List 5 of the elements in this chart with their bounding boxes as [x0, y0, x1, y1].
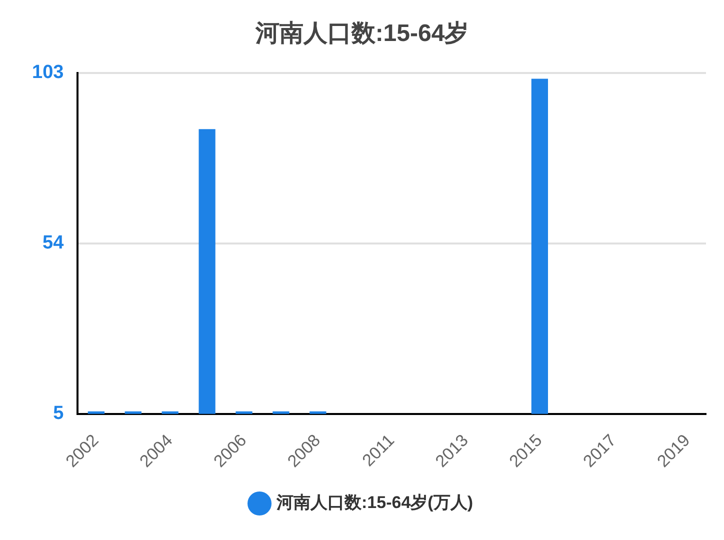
y-tick-label: 54	[42, 232, 64, 254]
chart-title: 河南人口数:15-64岁	[254, 20, 469, 48]
legend-label: 河南人口数:15-64岁(万人)	[276, 493, 473, 512]
y-tick-label: 5	[53, 403, 64, 424]
y-tick-label: 103	[32, 62, 64, 84]
